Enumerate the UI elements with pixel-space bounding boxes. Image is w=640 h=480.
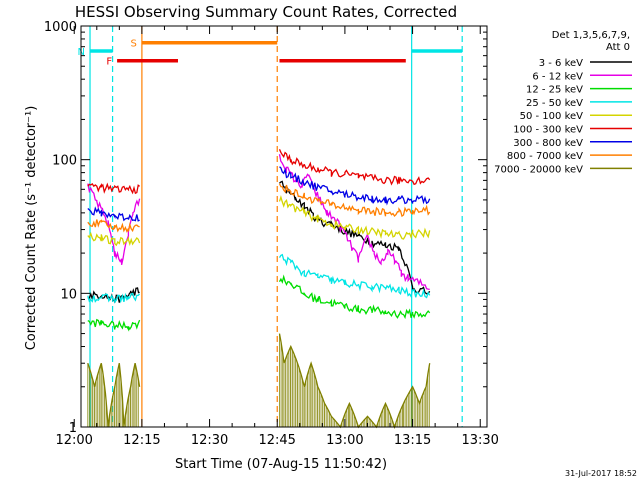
y-tick-label-0: 1 [69,421,77,436]
legend-label-1: 6 - 12 keV [532,71,583,82]
legend-header-0: Det 1,3,5,6,7,9, [552,30,630,41]
legend-label-4: 50 - 100 keV [520,111,584,122]
flag-bars: FNS [78,39,463,68]
legend-label-6: 300 - 800 keV [513,138,583,149]
y-tick-label-1: 10 [60,287,77,302]
legend-label-5: 100 - 300 keV [513,125,583,136]
x-tick-label-5: 13:15 [394,433,431,448]
series-7-line [87,183,431,233]
series-8-line [87,333,431,430]
x-tick-label-4: 13:00 [326,433,363,448]
y-tick-label-3: 1000 [44,20,77,35]
flag-f-label: F [106,57,112,68]
series-6-line [87,166,431,222]
legend-label-3: 25 - 50 keV [526,98,583,109]
series-2-line [87,274,431,332]
x-tick-label-0: 12:00 [55,433,92,448]
x-tick-label-6: 13:30 [461,433,498,448]
x-tick-label-3: 12:45 [258,433,295,448]
series-8-hatch [87,333,430,427]
legend-label-8: 7000 - 20000 keV [494,164,583,175]
x-tick-label-1: 12:15 [123,433,160,448]
series-1-line [87,154,430,291]
legend-label-2: 12 - 25 keV [526,85,583,96]
legend-label-0: 3 - 6 keV [539,58,583,69]
legend-header-1: Att 0 [606,42,630,53]
plot-frame [80,25,488,428]
legend-label-7: 800 - 7000 keV [507,151,583,162]
x-tick-label-2: 12:30 [191,433,228,448]
time-markers [89,26,463,427]
chart-title: HESSI Observing Summary Count Rates, Cor… [75,3,457,21]
series-3-line [87,253,431,304]
axes: 12:00 12:15 12:30 12:45 13:00 13:15 13:30 1 10 10… [44,20,499,448]
legend: Det 1,3,5,6,7,9,Att 0 3 - 6 keV 6 - 12 keV… [494,30,632,175]
y-tick-label-2: 100 [52,154,77,169]
timestamp: 31-Jul-2017 18:52 [565,469,637,478]
series-5-line [87,149,431,195]
series-group [87,149,431,430]
flag-s-label: S [131,39,137,50]
series-4-line [87,195,431,247]
x-axis-label: Start Time (07-Aug-15 11:50:42) [175,457,387,472]
y-axis-label: Corrected Count Rate (s⁻¹ detector⁻¹) [24,106,39,351]
